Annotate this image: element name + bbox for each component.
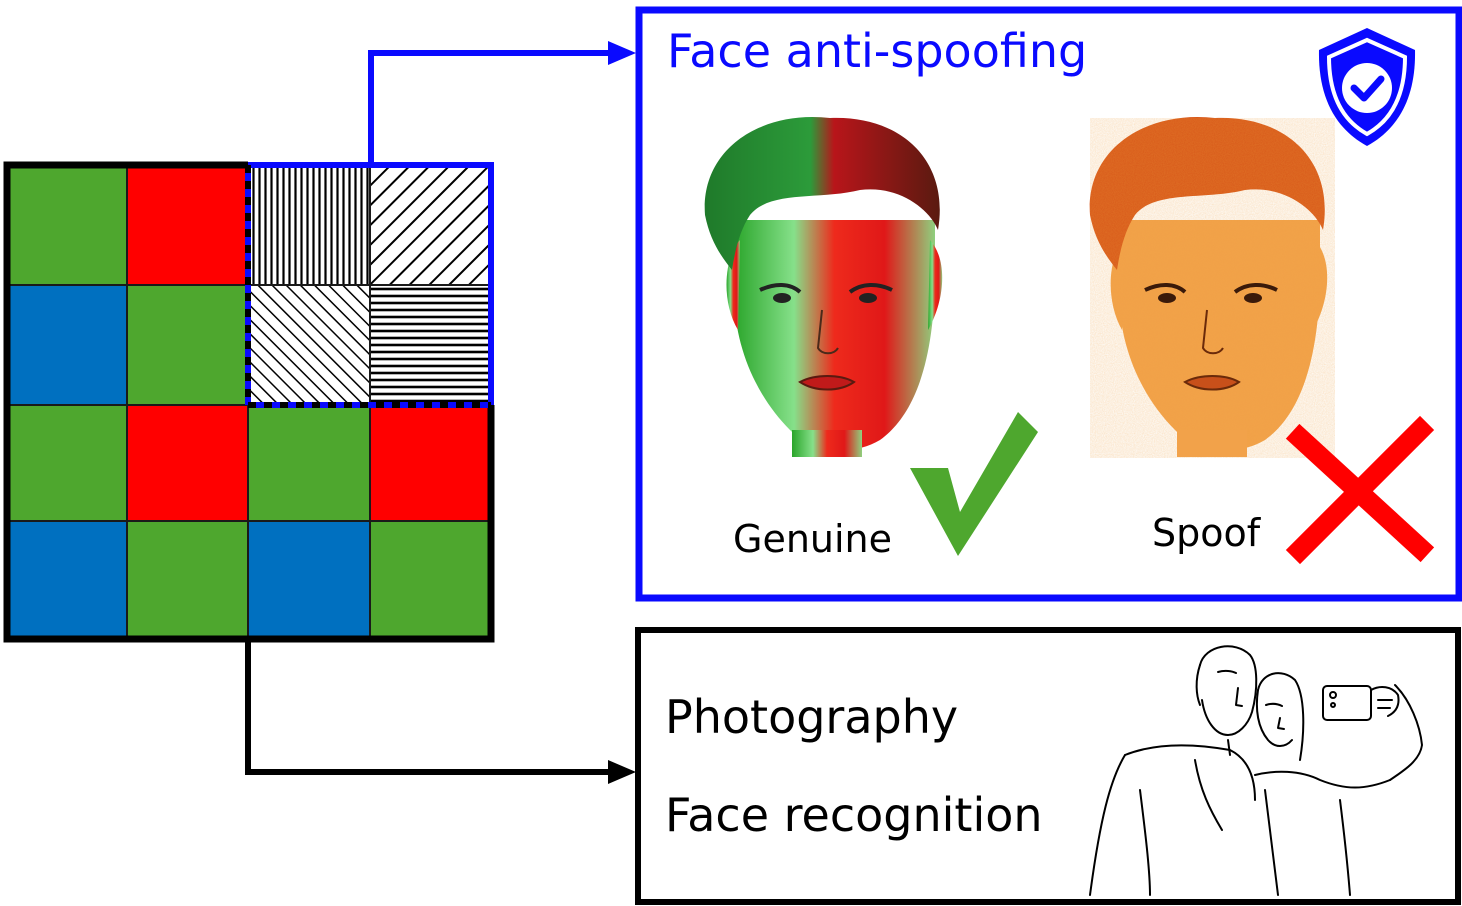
cell-red: [126, 164, 249, 286]
anti-spoofing-title: Face anti-spoofing: [667, 24, 1087, 78]
cell-green: [6, 404, 128, 522]
genuine-label: Genuine: [733, 517, 892, 561]
cell-horizontal-stripes: [369, 284, 492, 406]
mosaic-outer-border: [3, 161, 495, 643]
mosaic-row-2: [6, 284, 492, 406]
anti-spoofing-panel: Face anti-spoofing Genuine: [635, 6, 1462, 602]
spoof-label: Spoof: [1152, 511, 1262, 555]
cell-green: [6, 164, 128, 286]
cross-icon: [1285, 415, 1435, 565]
cell-green: [126, 284, 249, 406]
cell-vertical-stripes: [247, 164, 371, 286]
selfie-couple-illustration: [1089, 645, 1423, 896]
cell-blue: [6, 520, 128, 640]
cell-diagonal-stripes-dense: [247, 284, 371, 406]
genuine-face-illustration: [704, 116, 943, 457]
cell-diagonal-stripes: [369, 164, 492, 286]
spoof-face-illustration: [1089, 116, 1335, 458]
cell-red: [126, 404, 249, 522]
connector-to-photography: [245, 639, 636, 784]
cell-green: [369, 520, 492, 640]
cell-blue: [6, 284, 128, 406]
mosaic-row-3: [6, 404, 492, 522]
highlight-region-border: [248, 162, 494, 405]
cell-blue: [247, 520, 371, 640]
cell-green: [126, 520, 249, 640]
cell-green: [247, 404, 371, 522]
connector-to-anti-spoofing: [368, 41, 636, 165]
mosaic-row-4: [6, 520, 492, 640]
photography-panel: Photography Face recognition: [635, 627, 1461, 905]
bayer-mosaic: [3, 161, 495, 643]
face-recognition-label: Face recognition: [665, 788, 1043, 842]
shield-check-icon: [1318, 28, 1416, 146]
photography-label: Photography: [665, 690, 958, 744]
checkmark-icon: [910, 412, 1038, 556]
cell-red: [369, 404, 492, 522]
